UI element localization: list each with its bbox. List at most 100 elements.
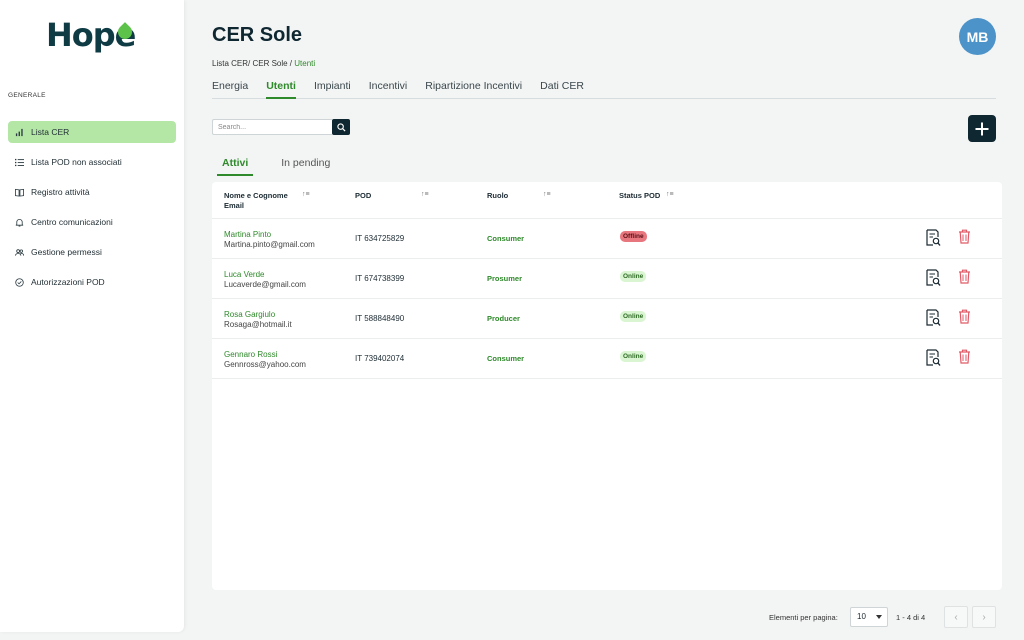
header-name-label: Nome e Cognome xyxy=(224,191,288,200)
sort-icon[interactable]: ↑≡ xyxy=(302,191,310,198)
table-row: Rosa Gargiulo Rosaga@hotmail.it IT 58884… xyxy=(212,299,1002,339)
chevron-right-icon: › xyxy=(982,611,986,623)
status-badge: Online xyxy=(620,351,647,362)
sort-icon[interactable]: ↑≡ xyxy=(421,191,429,198)
header-pod[interactable]: POD xyxy=(355,191,372,200)
avatar[interactable]: MB xyxy=(959,18,996,55)
table-row: Martina Pinto Martina.pinto@gmail.com IT… xyxy=(212,219,1002,259)
sidebar-item-label: Autorizzazioni POD xyxy=(31,277,105,287)
user-role: Consumer xyxy=(487,234,525,243)
hope-logo[interactable]: Hope xyxy=(46,16,137,54)
status-badge: Online xyxy=(620,271,647,282)
tab-dati-cer[interactable]: Dati CER xyxy=(540,80,584,92)
users-table: Nome e Cognome Email ↑≡ POD ↑≡ Ruolo ↑≡ … xyxy=(212,182,1002,590)
search-button[interactable] xyxy=(332,119,350,135)
breadcrumb-path[interactable]: Lista CER/ CER Sole / xyxy=(212,59,295,68)
page-size-value: 10 xyxy=(857,612,866,621)
user-name[interactable]: Gennaro Rossi xyxy=(224,350,278,359)
search-input[interactable] xyxy=(212,119,332,135)
tab-utenti[interactable]: Utenti xyxy=(266,78,296,99)
user-cell: Martina Pinto Martina.pinto@gmail.com xyxy=(224,230,315,250)
user-email: Lucaverde@gmail.com xyxy=(224,280,306,289)
header-role[interactable]: Ruolo xyxy=(487,191,509,200)
sidebar-item-autorizzazioni[interactable]: Autorizzazioni POD xyxy=(8,271,176,293)
sidebar-item-lista-cer[interactable]: Lista CER xyxy=(8,121,176,143)
sidebar-section-label: GENERALE xyxy=(8,92,46,99)
document-search-icon[interactable] xyxy=(925,349,941,367)
sidebar-item-label: Registro attività xyxy=(31,187,90,197)
sidebar-item-label: Centro comunicazioni xyxy=(31,217,113,227)
header-status[interactable]: Status POD xyxy=(619,191,661,200)
table-row: Gennaro Rossi Gennross@yahoo.com IT 7394… xyxy=(212,339,1002,379)
chevron-left-icon: ‹ xyxy=(954,611,958,623)
user-name[interactable]: Martina Pinto xyxy=(224,230,272,239)
prev-page-button[interactable]: ‹ xyxy=(944,606,968,628)
header-name[interactable]: Nome e Cognome Email xyxy=(224,191,288,211)
pod-code: IT 674738399 xyxy=(355,274,405,283)
pagination: Elementi per pagina: 10 1 - 4 di 4 ‹ › xyxy=(769,606,996,628)
list-icon xyxy=(14,157,24,167)
book-icon xyxy=(14,187,24,197)
tab-impianti[interactable]: Impianti xyxy=(313,80,351,92)
sort-icon[interactable]: ↑≡ xyxy=(666,191,674,198)
table-header: Nome e Cognome Email ↑≡ POD ↑≡ Ruolo ↑≡ … xyxy=(212,182,1002,219)
pod-code: IT 588848490 xyxy=(355,314,405,323)
tab-incentivi[interactable]: Incentivi xyxy=(368,80,408,92)
breadcrumb-current: Utenti xyxy=(294,59,316,68)
add-user-button[interactable] xyxy=(968,115,996,142)
document-search-icon[interactable] xyxy=(925,309,941,327)
bell-icon xyxy=(14,217,24,227)
search-bar xyxy=(212,119,350,135)
user-email: Gennross@yahoo.com xyxy=(224,360,306,369)
next-page-button[interactable]: › xyxy=(972,606,996,628)
tab-energia[interactable]: Energia xyxy=(212,80,249,92)
logo-text: Hop xyxy=(46,16,116,54)
header-email-label: Email xyxy=(224,201,245,210)
page-size-select[interactable]: 10 xyxy=(850,607,888,627)
subtab-in-pending[interactable]: In pending xyxy=(281,157,331,169)
search-icon xyxy=(336,122,346,132)
user-email: Rosaga@hotmail.it xyxy=(224,320,292,329)
user-name[interactable]: Rosa Gargiulo xyxy=(224,310,276,319)
subtab-attivi[interactable]: Attivi xyxy=(217,155,254,176)
trash-icon[interactable] xyxy=(958,349,971,364)
sidebar-item-label: Lista POD non associati xyxy=(31,157,122,167)
sidebar-item-lista-pod[interactable]: Lista POD non associati xyxy=(8,151,176,173)
check-circle-icon xyxy=(14,277,24,287)
user-role: Consumer xyxy=(487,354,525,363)
user-cell: Rosa Gargiulo Rosaga@hotmail.it xyxy=(224,310,292,330)
logo-e: e xyxy=(115,16,137,54)
breadcrumb: Lista CER/ CER Sole / Utenti xyxy=(212,59,315,68)
status-badge: Online xyxy=(620,311,647,322)
trash-icon[interactable] xyxy=(958,269,971,284)
sidebar-item-registro[interactable]: Registro attività xyxy=(8,181,176,203)
chart-bars-icon xyxy=(14,127,24,137)
sidebar-item-label: Lista CER xyxy=(31,127,70,137)
document-search-icon[interactable] xyxy=(925,269,941,287)
sort-icon[interactable]: ↑≡ xyxy=(543,191,551,198)
tab-ripartizione-incentivi[interactable]: Ripartizione Incentivi xyxy=(425,80,523,92)
page-title: CER Sole xyxy=(212,24,303,46)
page-range: 1 - 4 di 4 xyxy=(896,613,926,622)
table-row: Luca Verde Lucaverde@gmail.com IT 674738… xyxy=(212,259,1002,299)
users-icon xyxy=(14,247,24,257)
sidebar-item-permessi[interactable]: Gestione permessi xyxy=(8,241,176,263)
user-role: Producer xyxy=(487,314,520,323)
pod-code: IT 739402074 xyxy=(355,354,405,363)
sidebar-item-label: Gestione permessi xyxy=(31,247,102,257)
sidebar-item-comunicazioni[interactable]: Centro comunicazioni xyxy=(8,211,176,233)
chevron-down-icon xyxy=(876,615,882,619)
main-tabs: Energia Utenti Impianti Incentivi Ripart… xyxy=(212,78,996,99)
page-size-label: Elementi per pagina: xyxy=(769,613,838,622)
user-cell: Gennaro Rossi Gennross@yahoo.com xyxy=(224,350,306,370)
user-email: Martina.pinto@gmail.com xyxy=(224,240,315,249)
pod-code: IT 634725829 xyxy=(355,234,405,243)
status-badge: Offline xyxy=(620,231,647,242)
sidebar-nav: Lista CER Lista POD non associati Regist… xyxy=(8,121,176,301)
trash-icon[interactable] xyxy=(958,229,971,244)
plus-icon xyxy=(975,122,989,135)
document-search-icon[interactable] xyxy=(925,229,941,247)
status-subtabs: Attivi In pending xyxy=(217,155,358,176)
user-name[interactable]: Luca Verde xyxy=(224,270,265,279)
trash-icon[interactable] xyxy=(958,309,971,324)
